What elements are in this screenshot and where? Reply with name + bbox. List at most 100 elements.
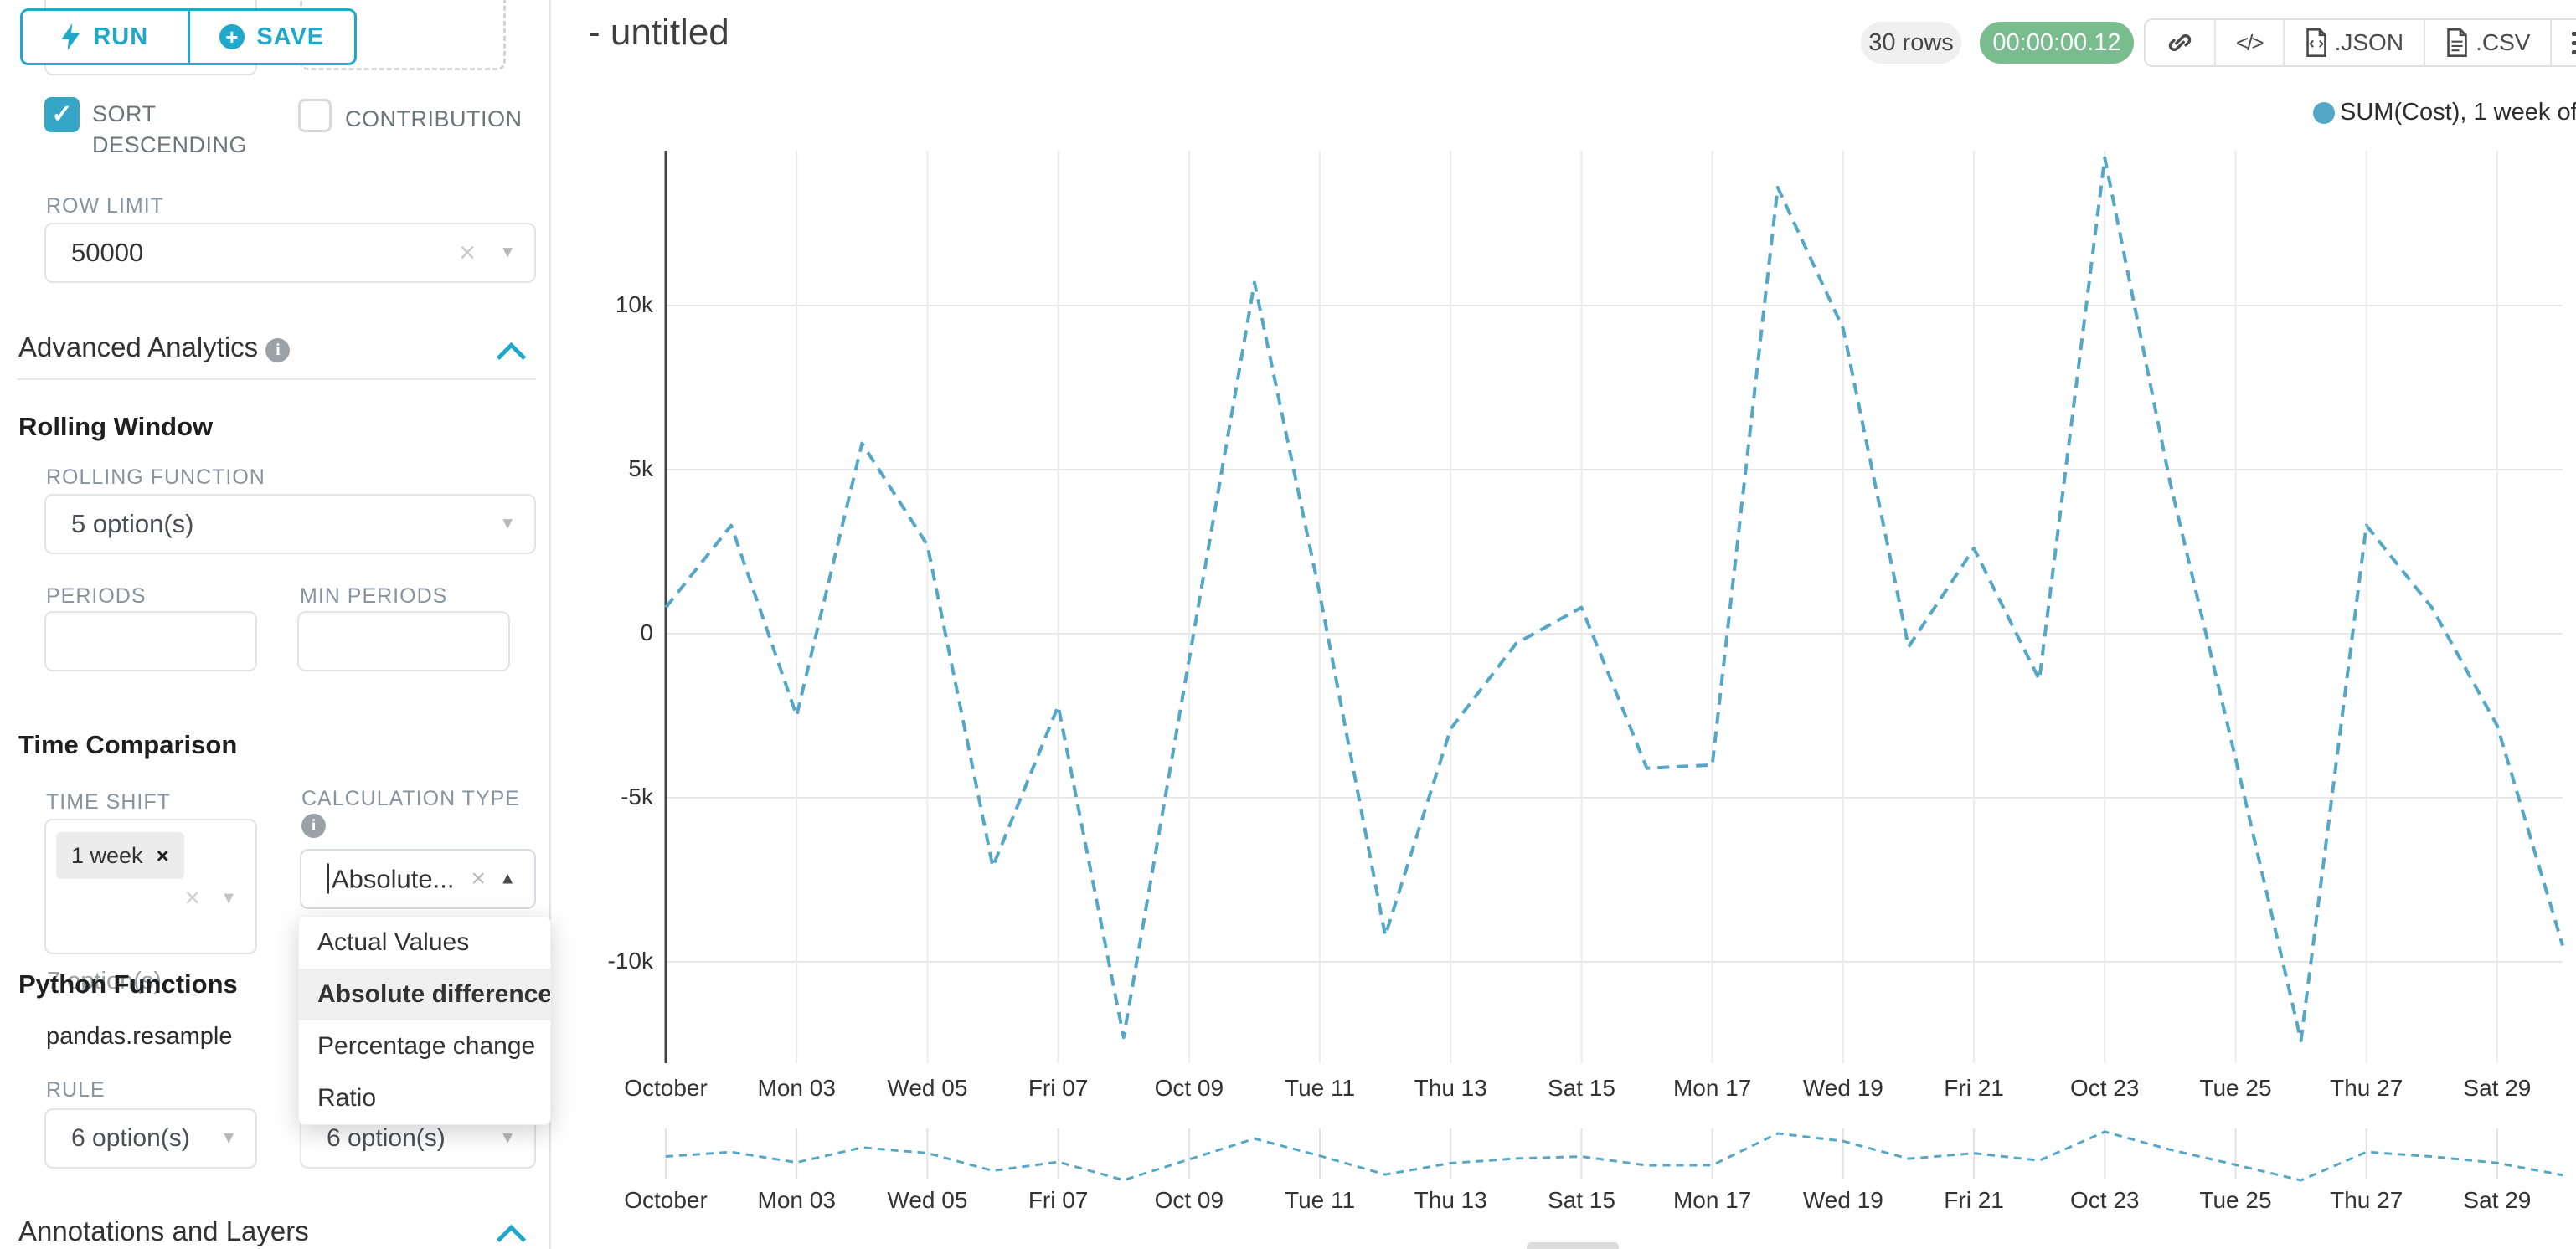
save-button[interactable]: + SAVE [187,11,355,63]
x-axis-tick-label: Thu 13 [1414,1187,1487,1213]
calculation-type-dropdown: Actual Values Absolute difference Percen… [298,916,551,1125]
x-axis-tick-label: Mon 17 [1672,1187,1752,1213]
more-menu-button[interactable] [2550,20,2576,65]
results-pane-resize-handle[interactable] [1527,1242,1619,1249]
control-panel-sidebar: 7 option(s) RUN + SAVE ✓ SORT DESCENDING… [0,0,551,1249]
run-button[interactable]: RUN [23,11,188,63]
rule-value: 6 option(s) [71,1124,190,1152]
x-axis-tick-label: October [624,1075,708,1101]
export-csv-button[interactable]: .CSV [2424,20,2550,65]
rolling-window-title: Rolling Window [18,412,214,441]
collapse-chevron-icon[interactable] [496,1224,527,1249]
export-json-button[interactable]: .JSON [2282,20,2424,65]
rule-select[interactable]: 6 option(s) ▼ [44,1108,257,1169]
x-axis-tick-label: Sat 29 [2463,1187,2532,1213]
fill-method-value: 6 option(s) [327,1124,446,1152]
periods-input[interactable] [44,611,257,671]
cost-line-chart[interactable] [586,126,2576,1118]
dropdown-option-percentage-change[interactable]: Percentage change [317,1032,536,1060]
contribution-label: CONTRIBUTION [345,106,523,131]
info-icon[interactable]: i [301,814,326,838]
query-timer-badge: 00:00:00.12 [1980,22,2134,64]
chevron-down-icon[interactable]: ▼ [220,1128,237,1148]
panel-divider[interactable] [549,0,551,1249]
sort-descending-checkbox[interactable]: ✓ [44,97,80,132]
x-axis-tick-label: Tue 11 [1285,1075,1356,1101]
time-shift-multiselect[interactable]: 1 week × × ▼ [44,819,257,954]
x-axis-tick-label: Thu 27 [2330,1075,2403,1101]
copy-link-button[interactable] [2146,20,2214,65]
save-button-label: SAVE [256,23,325,50]
advanced-analytics-title: Advanced Analytics [18,332,259,362]
chart-title[interactable]: - untitled [588,12,729,53]
y-axis-tick-label: -5k [621,784,653,810]
x-axis-tick-label: Fri 21 [1944,1187,2004,1213]
rolling-function-select[interactable]: 5 option(s) ▼ [44,494,536,554]
row-limit-value: 50000 [71,238,144,267]
x-axis-tick-label: Tue 25 [2199,1075,2272,1101]
embed-code-button[interactable]: </> [2214,20,2283,65]
time-shift-tag-label: 1 week [71,842,143,868]
annotations-layers-title: Annotations and Layers [18,1216,309,1246]
x-axis-tick-label: Sat 15 [1547,1187,1615,1213]
remove-tag-icon[interactable]: × [156,842,169,868]
x-axis-tick-label: Fri 07 [1028,1075,1089,1101]
x-axis-tick-label: Wed 19 [1802,1187,1883,1213]
python-functions-title: Python Functions [18,969,238,999]
y-axis-tick-label: 10k [615,291,653,317]
csv-file-icon [2447,28,2467,57]
chevron-up-icon[interactable]: ▲ [499,869,516,888]
chevron-down-icon[interactable]: ▼ [499,243,516,262]
x-axis-tick-label: Thu 13 [1414,1075,1487,1101]
sort-descending-label: SORT DESCENDING [92,101,248,157]
dropdown-option-actual-values[interactable]: Actual Values [317,928,470,956]
row-limit-label: ROW LIMIT [46,194,164,218]
periods-label: PERIODS [46,584,147,608]
rolling-function-value: 5 option(s) [71,509,194,538]
advanced-analytics-header[interactable]: Advanced Analytics i [18,332,291,363]
mini-range-chart[interactable] [586,1120,2576,1187]
chevron-down-icon[interactable]: ▼ [499,514,516,533]
time-comparison-title: Time Comparison [18,730,238,759]
x-axis-tick-label: Fri 07 [1028,1187,1089,1213]
chart-gridlines [666,151,2563,1063]
collapse-chevron-icon[interactable] [496,342,527,373]
x-axis-tick-label: Tue 11 [1285,1187,1356,1213]
x-axis-tick-label: Oct 09 [1154,1187,1224,1213]
series-line [664,156,2564,1043]
text-cursor [327,863,329,894]
x-axis-tick-label: Oct 23 [2070,1075,2140,1101]
dropdown-option-absolute-difference[interactable]: Absolute difference [299,969,550,1020]
bolt-icon [61,23,80,50]
calculation-type-select[interactable]: Absolute... × ▲ [300,849,536,909]
circle-plus-icon: + [219,24,245,49]
export-csv-label: .CSV [2476,29,2531,55]
calculation-type-value: Absolute... [332,864,455,894]
x-axis-tick-label: Mon 03 [757,1075,836,1101]
mini-series-line [665,1130,2563,1182]
row-limit-select[interactable]: 50000 × ▼ [44,223,536,283]
x-axis-tick-label: Thu 27 [2330,1187,2403,1213]
info-icon[interactable]: i [265,338,291,362]
contribution-checkbox[interactable] [298,99,332,132]
chart-legend[interactable]: SUM(Cost), 1 week of... [2313,99,2576,126]
min-periods-input[interactable] [297,611,510,671]
x-axis-tick-label: Fri 21 [1944,1075,2004,1101]
chevron-down-icon[interactable]: ▼ [220,889,237,907]
export-json-label: .JSON [2334,29,2404,55]
x-axis-tick-label: October [624,1187,708,1213]
menu-icon [2572,31,2576,54]
calculation-type-label: CALCULATION TYPE [301,787,520,810]
x-axis-tick-label: Wed 19 [1802,1075,1883,1101]
rule-label: RULE [46,1078,106,1102]
chevron-down-icon[interactable]: ▼ [499,1128,516,1148]
pandas-resample-label: pandas.resample [46,1023,233,1050]
row-count-badge: 30 rows [1861,22,1961,64]
link-icon [2168,34,2192,51]
time-shift-hint: 7 option(s) [47,968,162,995]
x-axis-tick-label: Sat 15 [1547,1075,1615,1101]
x-axis-tick-label: Tue 25 [2199,1187,2272,1213]
dropdown-option-ratio[interactable]: Ratio [317,1084,377,1112]
legend-series-label: SUM(Cost), 1 week of... [2340,99,2576,126]
